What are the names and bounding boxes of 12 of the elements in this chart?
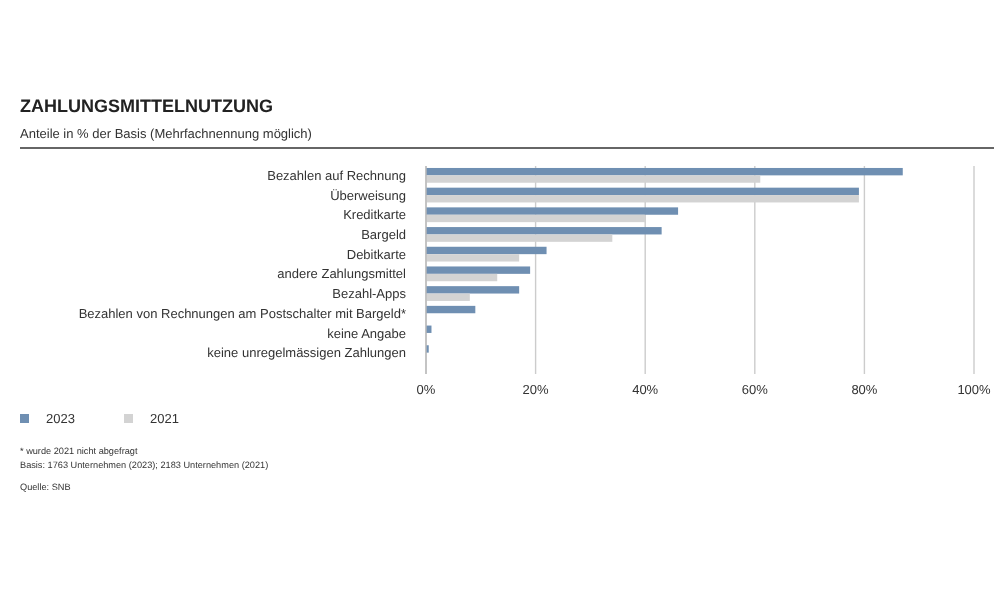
bar (426, 273, 498, 282)
bar (426, 227, 662, 235)
text: ZAHLUNGSMITTELNUTZUNG (20, 96, 273, 116)
bar (426, 167, 903, 176)
bar (426, 246, 547, 255)
bar (426, 305, 476, 314)
bar (426, 187, 859, 196)
bar (426, 254, 520, 262)
bar (426, 286, 520, 294)
bar (426, 293, 470, 301)
bar (426, 266, 531, 274)
bar (426, 207, 679, 215)
